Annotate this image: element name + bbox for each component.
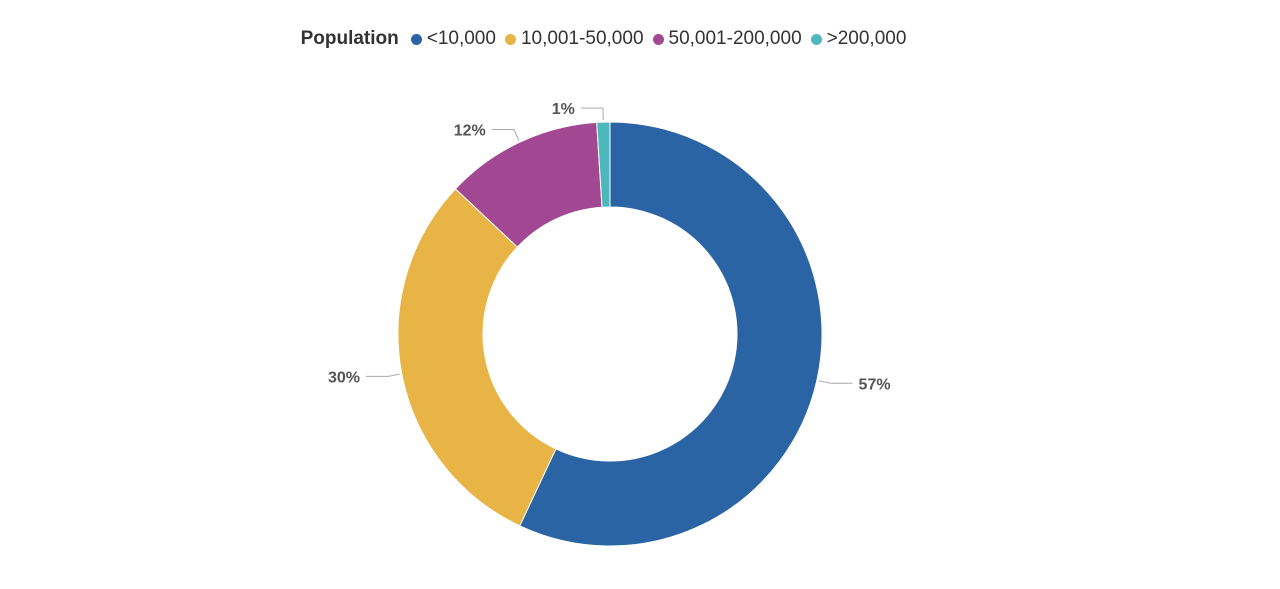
donut-slice-10001-50000[interactable] xyxy=(397,188,557,527)
slice-label-50001-200000: 12% xyxy=(454,123,486,140)
slice-label-over-200000: 1% xyxy=(552,101,575,118)
legend-item-50001-200000[interactable]: 50,001-200,000 xyxy=(652,28,802,50)
donut-slice-under-10000[interactable] xyxy=(519,121,823,547)
legend-label: <10,000 xyxy=(426,28,496,49)
slice-label-under-10000: 57% xyxy=(859,376,891,393)
donut-slice-over-200000[interactable] xyxy=(596,121,611,208)
leader-line-under-10000 xyxy=(818,380,853,384)
chart-legend: Population <10,000 10,001-50,000 50,001-… xyxy=(0,28,1216,50)
legend-item-over-200000[interactable]: >200,000 xyxy=(810,28,907,50)
leader-line-50001-200000 xyxy=(491,129,520,141)
legend-marker xyxy=(410,33,422,45)
slice-label-10001-50000: 30% xyxy=(328,369,360,386)
legend-label: >200,000 xyxy=(826,28,907,49)
leader-line-over-200000 xyxy=(580,107,604,121)
legend-item-under-10000[interactable]: <10,000 xyxy=(410,28,496,50)
legend-label: 50,001-200,000 xyxy=(668,28,802,49)
legend-label: 10,001-50,000 xyxy=(520,28,644,49)
legend-marker xyxy=(652,33,664,45)
legend-title: Population xyxy=(300,28,399,49)
legend-marker xyxy=(810,33,822,45)
leader-line-10001-50000 xyxy=(366,373,400,377)
legend-item-10001-50000[interactable]: 10,001-50,000 xyxy=(504,28,644,50)
legend-marker xyxy=(504,33,516,45)
